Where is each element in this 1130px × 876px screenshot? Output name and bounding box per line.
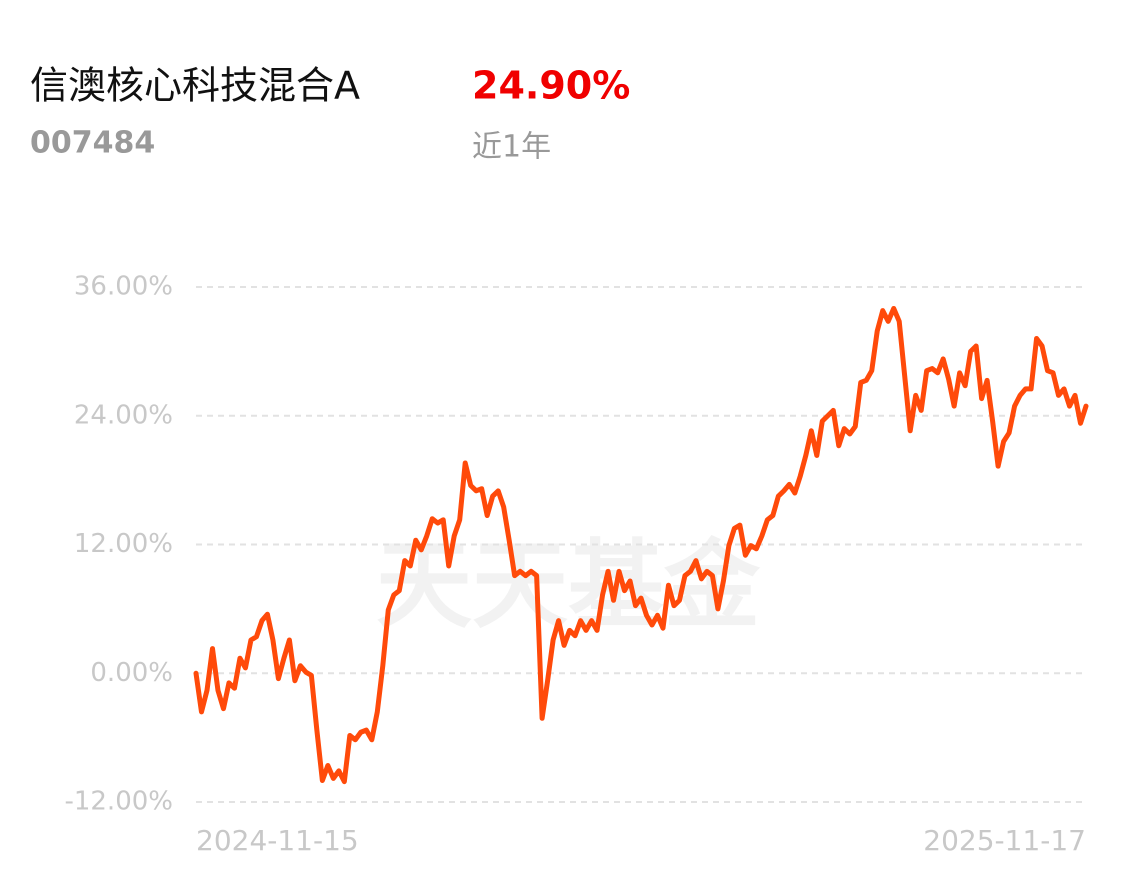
- y-tick-label: 0.00%: [90, 658, 173, 688]
- watermark: 天天基金: [376, 529, 761, 641]
- x-tick-label: 2025-11-17: [923, 824, 1086, 857]
- fund-return: 24.90%: [472, 64, 630, 108]
- y-tick-label: 36.00%: [74, 272, 173, 302]
- period: 近1年: [472, 130, 551, 165]
- y-tick-label: 24.00%: [74, 400, 173, 430]
- x-tick-label: 2024-11-15: [196, 824, 359, 857]
- y-tick-label: 12.00%: [74, 529, 173, 559]
- line: [193, 305, 1089, 785]
- y-tick-label: -12.00%: [64, 787, 173, 817]
- fund-title: 信澳核心科技混合A: [30, 64, 360, 108]
- fund-code: 007484: [30, 126, 155, 161]
